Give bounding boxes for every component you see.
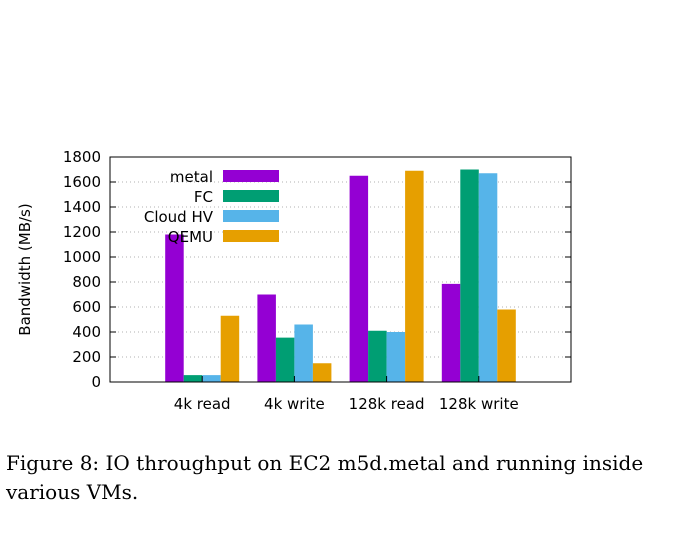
- legend: metal FC Cloud HV QEMU: [144, 168, 279, 246]
- bar-cloud-hv: [202, 375, 221, 382]
- y-axis-ticks: 0 200 400 600 800 1000 1200 1400 1600 1800: [63, 148, 571, 391]
- y-tick-label: 1200: [63, 223, 101, 241]
- bar-fc: [275, 337, 295, 382]
- y-axis-title: Bandwidth (MB/s): [16, 203, 34, 335]
- y-tick-label: 1800: [63, 148, 101, 166]
- y-tick-label: 1000: [63, 248, 101, 266]
- bar-chart: metal FC Cloud HV QEMU 0 200 400 600 800 1000 120…: [16, 148, 572, 413]
- figure-caption: Figure 8: IO throughput on EC2 m5d.metal…: [6, 451, 644, 504]
- bar-qemu: [405, 170, 424, 382]
- y-tick-label: 1600: [63, 173, 101, 191]
- bar-fc: [183, 375, 203, 382]
- bar-fc: [460, 169, 479, 382]
- bar-metal: [349, 175, 369, 382]
- legend-label: QEMU: [168, 228, 213, 246]
- y-tick-label: 600: [72, 298, 101, 316]
- bar-cloud-hv: [478, 173, 498, 382]
- y-tick-label: 1400: [63, 198, 101, 216]
- bars: [165, 169, 516, 382]
- bar-qemu: [497, 309, 516, 382]
- x-axis-ticks: 4k read 4k write 128k read 128k write: [174, 376, 519, 413]
- bar-metal: [257, 294, 276, 382]
- legend-label: FC: [194, 188, 213, 206]
- bar-fc: [368, 330, 387, 382]
- bar-qemu: [312, 363, 332, 382]
- x-tick-label: 4k read: [174, 395, 231, 413]
- legend-label: metal: [170, 168, 213, 186]
- y-tick-label: 0: [91, 373, 101, 391]
- bar-cloud-hv: [386, 332, 406, 382]
- legend-swatch: [223, 230, 279, 242]
- bar-qemu: [220, 315, 240, 382]
- legend-swatch: [223, 190, 279, 202]
- bar-metal: [165, 234, 184, 382]
- legend-label: Cloud HV: [144, 208, 214, 226]
- plot-frame: [109, 156, 572, 383]
- y-tick-label: 400: [72, 323, 101, 341]
- x-tick-label: 4k write: [264, 395, 325, 413]
- bar-cloud-hv: [294, 324, 313, 382]
- x-tick-label: 128k read: [349, 395, 425, 413]
- y-tick-label: 200: [72, 348, 101, 366]
- legend-swatch: [223, 210, 279, 222]
- legend-swatch: [223, 170, 279, 182]
- y-tick-label: 800: [72, 273, 101, 291]
- bar-metal: [441, 283, 461, 382]
- x-tick-label: 128k write: [439, 395, 519, 413]
